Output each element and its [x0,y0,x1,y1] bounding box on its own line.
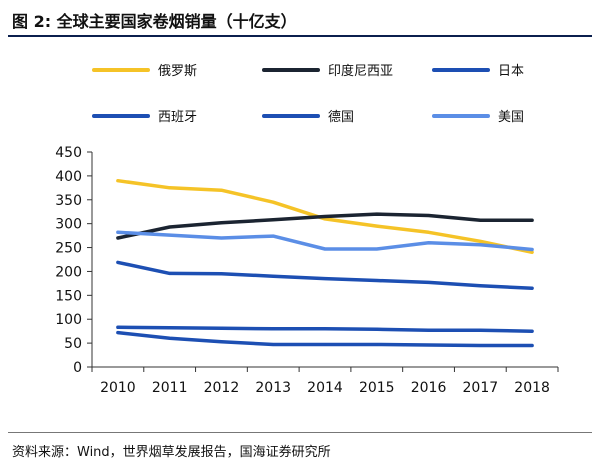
source-divider [8,432,592,433]
data-point [272,327,275,330]
x-tick-label: 2010 [100,380,136,396]
data-point [375,343,378,346]
title-divider [8,35,592,37]
data-point [272,343,275,346]
legend-label-spain: 西班牙 [158,110,198,125]
data-point [168,337,171,340]
data-point [168,225,171,229]
legend-item-usa: 美国 [432,106,524,125]
data-point [479,344,482,347]
data-point [220,340,223,343]
data-point [220,221,223,224]
data-point [220,272,223,276]
y-tick-label: 450 [55,145,82,161]
data-point [479,243,482,246]
legend-swatch-russia [92,67,150,72]
data-point [427,214,430,217]
x-tick-label: 2012 [204,380,240,396]
data-point [168,272,171,275]
series-line-2 [116,260,534,290]
data-point [375,247,378,251]
x-tick-label: 2016 [411,380,447,396]
x-tick-label: 2011 [152,380,188,396]
data-point [530,219,534,222]
data-point [220,327,223,330]
source-note: 资料来源：Wind，世界烟草发展报告，国海证券研究所 [12,445,331,460]
y-tick-label: 350 [55,193,82,209]
legend-swatch-germany [262,113,320,118]
data-point [479,284,482,287]
data-point [530,344,534,347]
data-point [116,231,120,234]
data-point [375,279,378,282]
data-point [530,248,534,251]
y-tick-label: 100 [55,312,82,328]
figure-title: 图 2: 全球主要国家卷烟销量（十亿支） [12,12,297,31]
data-point [220,236,223,240]
y-tick-label: 250 [55,241,82,257]
y-tick-label: 150 [55,288,82,304]
data-point [323,343,327,346]
data-point [375,212,378,216]
x-tick-label: 2017 [463,380,499,396]
y-tick-label: 200 [55,264,82,280]
data-point [168,326,171,330]
data-point [530,286,534,290]
data-point [427,329,430,332]
data-point [479,240,482,243]
legend-item-spain: 西班牙 [92,106,197,125]
chart-legend: 俄罗斯 印度尼西亚 日本 西班牙 德国 美国 [0,0,600,140]
data-point [323,215,327,218]
data-point [427,231,430,234]
y-tick-label: 300 [55,217,82,233]
data-point [530,329,534,333]
data-point [530,251,534,254]
data-point [323,277,327,280]
x-tick-label: 2015 [359,380,395,396]
data-point [323,247,327,251]
legend-label-germany: 德国 [328,110,355,125]
legend-label-indonesia: 印度尼西亚 [328,64,394,79]
data-point [116,179,120,182]
data-point [116,236,120,240]
legend-item-germany: 德国 [262,106,354,125]
data-point [272,218,275,222]
legend-label-usa: 美国 [498,110,525,125]
data-point [116,326,120,329]
data-point [479,219,482,222]
data-point [272,275,275,278]
data-point [168,186,171,190]
legend-item-japan: 日本 [432,60,524,79]
legend-swatch-spain [92,113,150,118]
legend-label-japan: 日本 [498,64,525,79]
x-tick-label: 2013 [255,380,291,396]
legend-item-indonesia: 印度尼西亚 [262,60,393,79]
legend-swatch-japan [432,67,490,72]
y-tick-label: 50 [64,336,82,352]
data-point [116,261,120,264]
data-point [323,327,327,330]
y-tick-label: 0 [73,360,82,376]
data-point [375,224,378,228]
legend-item-russia: 俄罗斯 [92,60,197,79]
data-point [427,281,430,284]
x-tick-label: 2014 [307,380,343,396]
data-point [220,189,223,192]
legend-swatch-usa [432,113,490,118]
data-point [272,200,275,204]
x-tick-label: 2018 [514,380,550,396]
y-tick-label: 400 [55,169,82,185]
data-point [116,331,120,334]
data-point [479,329,482,332]
legend-label-russia: 俄罗斯 [158,64,198,79]
data-point [375,328,378,331]
data-point [427,343,430,347]
legend-swatch-indonesia [262,67,320,72]
data-point [168,233,171,237]
data-point [427,241,430,244]
data-point [272,234,275,238]
